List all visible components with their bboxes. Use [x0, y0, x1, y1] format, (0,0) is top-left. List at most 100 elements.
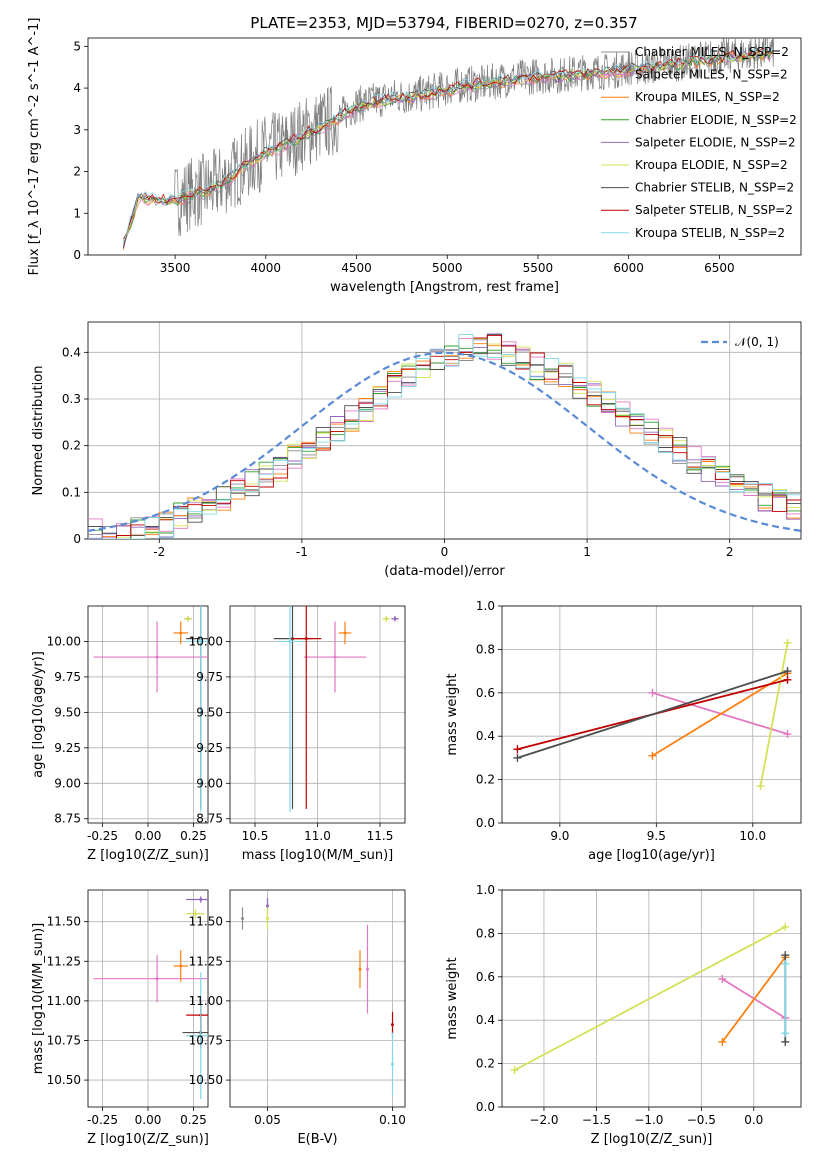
x-tick-label: -0.25 [87, 1113, 118, 1127]
legend-entry: Salpeter ELODIE, N_SSP=2 [635, 135, 796, 149]
x-axis-label: wavelength [Angstrom, rest frame] [330, 280, 559, 295]
x-tick-label: 4500 [341, 261, 372, 275]
plot-area [513, 638, 792, 791]
data-point [391, 1023, 394, 1027]
y-tick-label: 10.00 [47, 634, 81, 648]
panel-spectrum: 3500 4000 4500 5000 5500 6000 6500 0 1 2 3 4 5 wavele… [27, 18, 802, 295]
x-tick-label: 0.00 [135, 1113, 162, 1127]
y-tick-label: 0.4 [476, 729, 495, 743]
legend-entry: Kroupa ELODIE, N_SSP=2 [635, 158, 788, 172]
x-tick-label: 6000 [613, 261, 644, 275]
y-axis-label: age [log10(age/yr)] [31, 651, 46, 778]
y-tick-label: 8.75 [196, 812, 223, 826]
legend-entry: Chabrier MILES, N_SSP=2 [635, 45, 789, 59]
x-tick-label: 0.25 [180, 829, 207, 843]
y-axis-label: mass weight [445, 957, 460, 1039]
y-tick-label: 4 [73, 81, 81, 95]
y-tick-label: 9.75 [196, 670, 223, 684]
data-point [179, 964, 183, 968]
y-tick-label: 0.2 [62, 439, 81, 453]
x-tick-label: -1 [296, 545, 308, 559]
data-point [288, 639, 292, 643]
legend-entry: Kroupa MILES, N_SSP=2 [635, 90, 780, 104]
y-tick-label: 0 [73, 248, 81, 262]
data-point [366, 967, 369, 971]
y-tick-label: 10.50 [189, 1073, 223, 1087]
y-tick-label: 9.25 [54, 741, 81, 755]
mass-weight-line [514, 926, 786, 1071]
y-tick-label: 1 [73, 206, 81, 220]
y-tick-label: 0.0 [476, 816, 495, 830]
legend-entry: Chabrier STELIB, N_SSP=2 [635, 181, 794, 195]
data-point [179, 631, 183, 635]
y-tick-label: 10.75 [47, 1033, 81, 1047]
y-tick-label: 0.4 [476, 1013, 495, 1027]
y-tick-label: 10.75 [189, 1033, 223, 1047]
plot-area [123, 38, 775, 251]
x-tick-label: −1.0 [634, 1113, 663, 1127]
residual-histogram-series [88, 334, 801, 539]
panels: 3500 4000 4500 5000 5500 6000 6500 0 1 2 3 4 5 wavele… [27, 18, 802, 1147]
data-point [266, 917, 269, 921]
axes-frame [87, 889, 209, 1108]
data-point [199, 898, 203, 902]
y-tick-label: 9.00 [54, 776, 81, 790]
mass-weight-line [651, 672, 788, 757]
y-tick-label: 10.50 [47, 1073, 81, 1087]
y-tick-label: 9.00 [196, 776, 223, 790]
y-tick-label: 0.8 [476, 926, 495, 940]
y-tick-label: 3 [73, 123, 81, 137]
y-axis-label: Normed distribution [31, 366, 46, 496]
y-axis-label: Flux [f_λ 10^-17 erg cm^-2 s^-1 A^-1] [27, 18, 42, 276]
data-point [155, 655, 159, 659]
axes-frame [501, 889, 802, 1108]
y-tick-label: 11.25 [189, 954, 223, 968]
y-tick-label: 11.50 [47, 915, 81, 929]
mass-weight-line [759, 642, 789, 787]
data-point [333, 655, 337, 659]
data-point [199, 639, 203, 643]
x-tick-label: 10.0 [739, 829, 766, 843]
plot-area [510, 922, 790, 1075]
legend-entry: Salpeter STELIB, N_SSP=2 [635, 203, 793, 217]
x-axis-label: E(B-V) [297, 1132, 337, 1147]
x-tick-label: 6500 [704, 261, 735, 275]
x-tick-label: 0.10 [379, 1113, 406, 1127]
x-axis-label: Z [log10(Z/Z_sun)] [87, 1132, 209, 1147]
panel-age-vs-mass-weight: 9.0 9.5 10.0 0.0 0.2 0.4 0.6 0.8 1.0 age [log10(a… [445, 599, 802, 863]
panel-Z-vs-mass: -0.25 0.00 0.25 10.50 10.75 11.00 11.25 11.50 Z … [31, 889, 209, 1147]
x-tick-label: -0.25 [87, 829, 118, 843]
x-tick-label: 1 [583, 545, 591, 559]
x-tick-label: 0.05 [254, 1113, 281, 1127]
y-tick-label: 0.6 [476, 686, 495, 700]
legend-entry: Chabrier ELODIE, N_SSP=2 [635, 113, 797, 127]
x-tick-label: 11.0 [304, 829, 331, 843]
y-tick-label: 9.50 [54, 705, 81, 719]
y-axis-label: mass [log10(M/M_sun)] [31, 923, 46, 1075]
x-tick-label: 10.5 [242, 829, 269, 843]
y-tick-label: 8.75 [54, 812, 81, 826]
y-tick-label: 10.00 [189, 634, 223, 648]
data-point [241, 917, 244, 921]
data-point [186, 617, 190, 621]
data-point [155, 977, 159, 981]
y-tick-label: 9.50 [196, 705, 223, 719]
x-axis-label: (data-model)/error [384, 564, 505, 579]
legend-entry: 𝒩(0, 1) [735, 335, 779, 349]
x-axis-label: Z [log10(Z/Z_sun)] [591, 1132, 713, 1147]
axes-frame [229, 605, 406, 824]
y-tick-label: 1.0 [476, 599, 495, 613]
y-tick-label: 0.2 [476, 1057, 495, 1071]
axes-frame [87, 37, 802, 256]
y-tick-label: 11.50 [189, 915, 223, 929]
axes-frame [229, 889, 406, 1108]
y-tick-label: 0.8 [476, 642, 495, 656]
x-tick-label: 11.5 [367, 829, 394, 843]
x-tick-label: 0.25 [180, 1113, 207, 1127]
y-tick-label: 9.75 [54, 670, 81, 684]
x-tick-label: −0.5 [687, 1113, 716, 1127]
y-tick-label: 0.6 [476, 970, 495, 984]
data-point [266, 904, 269, 908]
y-tick-label: 0.0 [476, 1100, 495, 1114]
panel-EBV-vs-mass: 0.05 0.10 10.50 10.75 11.00 11.25 11.50 E(B-V) [189, 889, 406, 1147]
